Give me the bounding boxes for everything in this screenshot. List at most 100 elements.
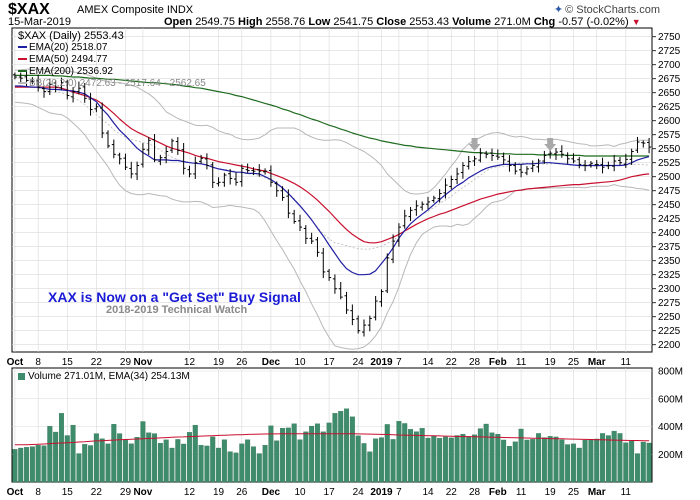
x-tick-label: 11: [621, 357, 632, 368]
volume-bar: [221, 439, 227, 483]
volume-bar: [402, 423, 408, 483]
high-label: High: [238, 16, 263, 28]
volume-bar: [245, 439, 251, 483]
x-tick-label: 19: [213, 357, 225, 368]
volume-bar: [41, 445, 47, 483]
x-tick-label: 22: [446, 357, 458, 368]
volume-bar: [303, 431, 309, 483]
volume-bar: [70, 424, 76, 483]
volume-bar: [413, 431, 419, 483]
volume-bar: [442, 436, 448, 483]
signal-arrow-icon: [468, 138, 481, 151]
volume-bar: [24, 447, 30, 483]
price-tick-label: 2200: [658, 340, 681, 351]
x-tick-label: 11: [516, 357, 527, 368]
x-tick-label-volume: 22: [446, 487, 458, 498]
legend-price-text: $XAX (Daily) 2553.43: [18, 30, 124, 42]
price-tick-label: 2500: [658, 172, 681, 183]
x-tick-label-volume: 8: [35, 487, 41, 498]
volume-bar: [600, 433, 606, 483]
volume-bar: [378, 437, 384, 483]
volume-bar: [483, 423, 489, 483]
volume-bar: [82, 444, 88, 483]
volume-bar: [93, 433, 99, 483]
legend-swatch-ema50: [18, 58, 27, 61]
volume-bar: [99, 438, 105, 483]
volume-bar: [58, 413, 64, 483]
x-tick-label-volume: 17: [324, 487, 336, 498]
x-tick-label: 15: [62, 357, 74, 368]
volume-bar: [146, 432, 152, 483]
price-tick-label: 2350: [658, 256, 681, 267]
volume-bar: [88, 445, 94, 483]
volume-bar: [29, 446, 35, 483]
x-tick-label: Nov: [133, 357, 152, 368]
volume-bar: [448, 437, 454, 483]
volume-bar: [163, 439, 169, 483]
x-tick-label: 7: [396, 357, 402, 368]
volume-bar: [35, 445, 41, 483]
x-tick-label: 26: [236, 357, 248, 368]
x-tick-label: 17: [324, 357, 336, 368]
volume-bar: [431, 436, 437, 483]
volume-bar: [588, 439, 594, 483]
symbol-title: $XAX: [8, 1, 50, 18]
volume-bar: [617, 433, 623, 483]
volume-bar: [64, 435, 70, 483]
volume-bar: [134, 437, 140, 483]
volume-bar: [477, 428, 483, 483]
legend-swatch-bb: [18, 82, 27, 85]
volume-bar: [559, 439, 565, 483]
x-tick-label-volume: 2019: [370, 487, 393, 498]
volume-bar: [111, 423, 117, 483]
legend-volume: Volume 271.01M, EMA(34) 254.13M: [18, 371, 190, 382]
brand-text: © StockCharts.com: [565, 4, 660, 16]
bollinger-upper-line: [14, 68, 650, 195]
x-tick-label-volume: 11: [621, 487, 632, 498]
volume-bar: [250, 446, 256, 483]
legend-bb-text: BB(20,2.0) 2472.63 - 2517.64 - 2562.65: [29, 78, 206, 89]
volume-bar: [495, 433, 501, 483]
signal-arrow-icon: [544, 138, 557, 151]
change-value: -0.57 (-0.02%): [558, 16, 629, 28]
legend-volume-text: Volume 271.01M, EMA(34) 254.13M: [28, 371, 190, 382]
volume-bar: [553, 436, 559, 483]
volume-bar: [117, 433, 123, 483]
volume-bar: [565, 444, 571, 483]
open-label: Open: [164, 16, 193, 28]
price-tick-label: 2525: [658, 158, 681, 169]
ema20-line: [14, 85, 650, 276]
volume-bar: [518, 428, 524, 483]
legend-ema200-text: EMA(200) 2536.92: [29, 66, 113, 77]
x-tick-label-volume: Mar: [588, 487, 606, 498]
volume-bar: [175, 439, 181, 483]
volume-tick-label: 200M: [658, 450, 683, 461]
price-tick-label: 2650: [658, 88, 681, 99]
volume-bar: [594, 438, 600, 483]
x-tick-label: 24: [353, 357, 365, 368]
volume-bar: [530, 439, 536, 483]
volume-bar: [268, 425, 274, 483]
price-tick-label: 2225: [658, 326, 681, 337]
volume-bar: [181, 443, 187, 483]
volume-bar: [634, 453, 640, 483]
volume-bar: [536, 433, 542, 483]
ema200-line: [14, 74, 650, 157]
price-tick-label: 2600: [658, 116, 681, 127]
volume-bar: [640, 441, 646, 483]
annotation-title: XAX is Now on a "Get Set" Buy Signal: [48, 289, 301, 305]
volume-bar: [349, 416, 355, 483]
high-value: 2558.76: [265, 16, 306, 28]
volume-label: Volume: [452, 16, 492, 28]
price-tick-label: 2250: [658, 312, 681, 323]
volume-bar: [512, 441, 518, 483]
volume-bar: [128, 443, 134, 483]
volume-bar: [454, 435, 460, 483]
volume-bar: [210, 436, 216, 483]
price-tick-label: 2450: [658, 200, 681, 211]
x-tick-label-volume: Dec: [262, 487, 281, 498]
volume-bar: [280, 428, 286, 483]
quote-summary: Open 2549.75 High 2558.76 Low 2541.75 Cl…: [164, 16, 641, 28]
volume-bar: [309, 425, 315, 483]
volume-bar: [361, 443, 367, 483]
